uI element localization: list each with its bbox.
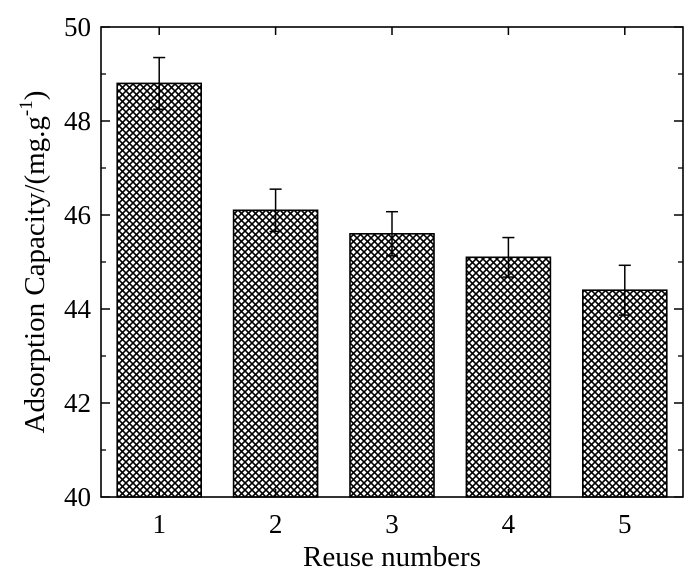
y-tick-label: 46 <box>64 200 91 230</box>
bars-layer <box>116 82 668 498</box>
y-tick-label: 48 <box>64 106 91 136</box>
x-tick-label: 2 <box>269 509 283 539</box>
error-bar-1 <box>153 56 166 110</box>
x-tick-label: 1 <box>152 509 166 539</box>
x-tick-label: 5 <box>618 509 632 539</box>
y-axis-title-superscript: -1 <box>16 100 37 116</box>
bar-2 <box>232 209 319 498</box>
bar-4 <box>465 256 552 498</box>
y-tick-label: 50 <box>64 12 91 42</box>
y-tick-label: 44 <box>64 294 92 324</box>
bar-3 <box>349 233 435 498</box>
x-tick-label: 4 <box>502 509 516 539</box>
y-axis-title: Adsorption Capacity/(mg.g-1) <box>16 91 51 434</box>
x-axis-ticks: 1 2 3 4 5 <box>152 27 632 539</box>
y-axis-title-main: Adsorption Capacity/(mg.g <box>19 116 51 433</box>
error-bars-layer <box>153 56 631 316</box>
error-bar-2 <box>269 188 282 233</box>
error-bar-5 <box>618 264 631 316</box>
x-axis-title: Reuse numbers <box>303 541 481 573</box>
error-bar-3 <box>386 210 398 257</box>
x-tick-label: 3 <box>385 509 399 539</box>
bar-5 <box>581 289 668 498</box>
y-tick-label: 40 <box>64 482 91 512</box>
y-tick-label: 42 <box>64 388 91 418</box>
bar-1 <box>116 82 202 498</box>
y-axis-ticks: 40 42 44 46 48 50 <box>64 12 683 512</box>
y-axis-title-close: ) <box>19 91 51 101</box>
error-bar-4 <box>502 236 515 278</box>
